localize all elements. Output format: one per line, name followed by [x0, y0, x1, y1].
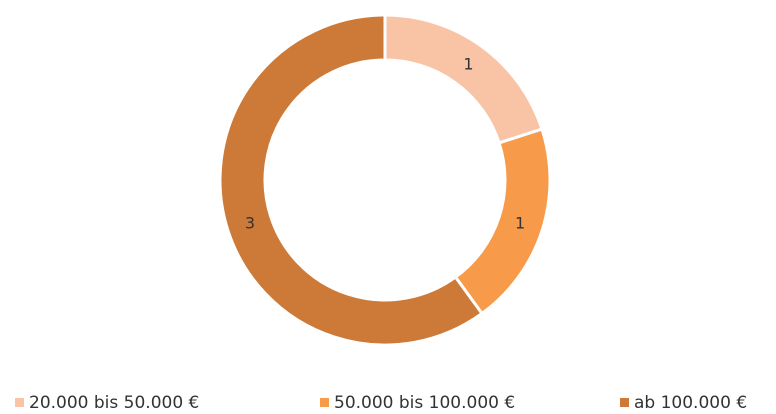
data-label: 1	[515, 213, 525, 232]
data-label: 1	[463, 55, 473, 74]
data-label: 3	[245, 213, 255, 232]
legend-label: 20.000 bis 50.000 €	[29, 393, 199, 413]
donut-slice	[218, 13, 485, 347]
legend-label: ab 100.000 €	[634, 393, 747, 413]
legend-swatch	[620, 398, 629, 407]
legend-swatch	[15, 398, 24, 407]
legend-label: 50.000 bis 100.000 €	[334, 393, 515, 413]
donut-slice	[453, 127, 552, 316]
legend-swatch	[320, 398, 329, 407]
donut-slice	[383, 13, 544, 145]
